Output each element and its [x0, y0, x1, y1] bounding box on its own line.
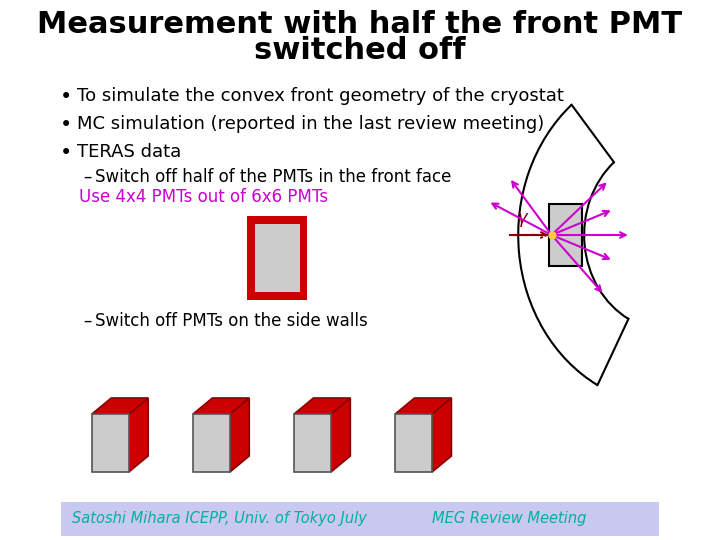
Text: $\gamma$: $\gamma$ [516, 211, 529, 229]
Text: Switch off half of the PMTs in the front face: Switch off half of the PMTs in the front… [94, 168, 451, 186]
Polygon shape [331, 398, 351, 472]
Text: To simulate the convex front geometry of the cryostat: To simulate the convex front geometry of… [77, 87, 564, 105]
Text: Measurement with half the front PMT: Measurement with half the front PMT [37, 10, 683, 39]
Text: TERAS data: TERAS data [77, 143, 181, 161]
Text: switched off: switched off [254, 36, 466, 65]
Text: Use 4x4 PMTs out of 6x6 PMTs: Use 4x4 PMTs out of 6x6 PMTs [78, 188, 328, 206]
Bar [92, 414, 129, 472]
Text: –: – [83, 312, 91, 330]
Text: •: • [59, 143, 71, 163]
Polygon shape [432, 398, 451, 472]
Text: •: • [59, 115, 71, 135]
Bar [549, 204, 582, 266]
Text: Satoshi Mihara ICEPP, Univ. of Tokyo July: Satoshi Mihara ICEPP, Univ. of Tokyo Jul… [72, 511, 366, 526]
Bar [61, 502, 659, 536]
Polygon shape [294, 398, 351, 414]
Bar [395, 414, 432, 472]
Text: Switch off PMTs on the side walls: Switch off PMTs on the side walls [94, 312, 367, 330]
Text: MEG Review Meeting: MEG Review Meeting [432, 511, 587, 526]
Polygon shape [395, 398, 451, 414]
Polygon shape [129, 398, 148, 472]
Polygon shape [92, 398, 148, 414]
Bar [248, 216, 307, 300]
Text: •: • [59, 87, 71, 107]
Text: –: – [83, 168, 91, 186]
Polygon shape [230, 398, 249, 472]
Bar [294, 414, 331, 472]
Bar [255, 224, 300, 292]
Text: MC simulation (reported in the last review meeting): MC simulation (reported in the last revi… [77, 115, 544, 133]
Polygon shape [193, 398, 249, 414]
Bar [193, 414, 230, 472]
